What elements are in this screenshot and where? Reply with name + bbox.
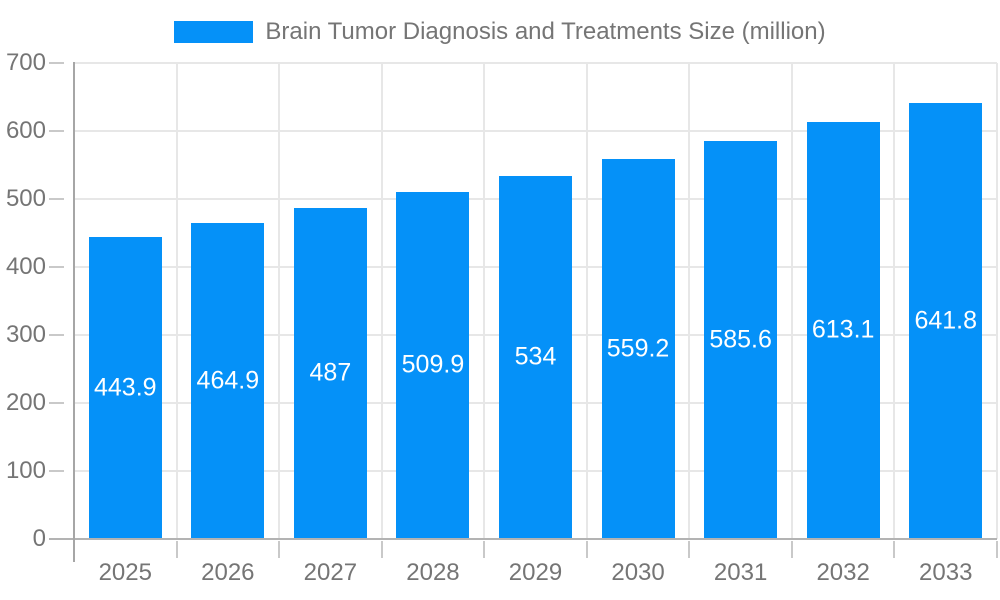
y-axis-line <box>73 62 75 562</box>
legend-swatch-icon <box>174 21 254 43</box>
y-axis-tick <box>49 469 64 472</box>
x-axis-tick <box>380 540 383 558</box>
bar-2027: 487 <box>293 207 367 539</box>
bar-2025: 443.9 <box>88 236 162 539</box>
y-tick-label: 300 <box>5 320 46 348</box>
y-tick-label: 600 <box>5 116 46 144</box>
y-axis-tick <box>49 129 64 132</box>
gridline-vertical <box>585 63 588 539</box>
gridline-vertical <box>893 63 896 539</box>
x-axis-tick <box>585 540 588 558</box>
gridline-horizontal <box>74 129 997 132</box>
y-tick-label: 100 <box>5 456 46 484</box>
y-axis-tick <box>49 62 64 64</box>
y-tick-label: 0 <box>32 524 46 552</box>
x-tick-label: 2027 <box>303 559 358 586</box>
bar-2030: 559.2 <box>601 158 675 539</box>
legend-title: Brain Tumor Diagnosis and Treatments Siz… <box>265 18 826 45</box>
value-label: 487 <box>309 358 352 387</box>
x-tick-label: 2028 <box>406 559 460 586</box>
y-axis-tick <box>49 197 64 200</box>
x-tick-label: 2031 <box>713 559 768 586</box>
x-tick-label: 2032 <box>816 559 870 586</box>
x-axis-baseline <box>49 537 997 540</box>
value-label: 585.6 <box>709 325 772 354</box>
x-axis-tick <box>996 540 998 558</box>
value-label: 509.9 <box>401 350 465 379</box>
gridline-vertical <box>278 63 281 539</box>
x-tick-label: 2030 <box>611 559 665 586</box>
x-axis-tick <box>893 540 896 558</box>
value-label: 613.1 <box>811 315 875 344</box>
y-tick-label: 200 <box>5 388 46 416</box>
gridline-vertical <box>483 63 486 539</box>
y-axis-tick <box>49 265 64 268</box>
y-tick-label: 700 <box>5 49 46 76</box>
x-tick-label: 2029 <box>508 559 563 586</box>
bar-2032: 613.1 <box>806 122 880 539</box>
gridline-vertical <box>996 63 998 539</box>
y-tick-label: 500 <box>5 184 46 212</box>
bar-2033: 641.8 <box>909 102 983 539</box>
value-label: 559.2 <box>606 334 670 363</box>
x-axis-tick <box>175 540 178 558</box>
x-axis-tick <box>790 540 793 558</box>
gridline-horizontal <box>74 62 997 64</box>
x-axis-tick <box>688 540 691 558</box>
bar-2028: 509.9 <box>396 192 470 539</box>
gridline-vertical <box>175 63 178 539</box>
value-label: 464.9 <box>196 366 260 395</box>
gridline-vertical <box>688 63 691 539</box>
gridline-vertical <box>790 63 793 539</box>
legend: Brain Tumor Diagnosis and Treatments Siz… <box>0 18 1000 46</box>
x-tick-label: 2025 <box>98 559 152 586</box>
x-tick-label: 2026 <box>201 559 255 586</box>
x-axis-tick <box>483 540 486 558</box>
value-label: 534 <box>514 342 557 371</box>
gridline-vertical <box>380 63 383 539</box>
x-tick-label: 2033 <box>919 559 973 586</box>
y-tick-label: 400 <box>5 252 46 280</box>
value-label: 641.8 <box>914 306 977 334</box>
bar-2026: 464.9 <box>191 222 265 539</box>
x-axis-tick <box>278 540 281 558</box>
y-axis-tick <box>49 333 64 336</box>
bar-2031: 585.6 <box>704 140 778 539</box>
value-label: 443.9 <box>93 373 157 402</box>
bar-2029: 534 <box>499 175 572 539</box>
y-axis-tick <box>49 401 64 404</box>
